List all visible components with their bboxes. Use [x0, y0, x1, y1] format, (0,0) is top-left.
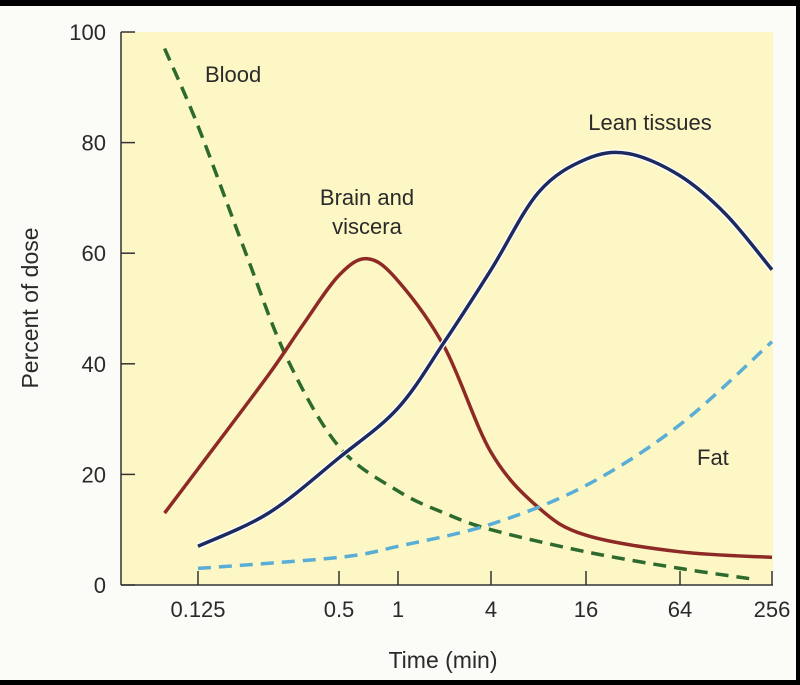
- label-brain-line1: Brain and: [320, 185, 414, 210]
- x-tick-label: 0.125: [170, 597, 225, 622]
- plot-background: [121, 32, 773, 585]
- series-lean-tissues: [197, 150, 774, 548]
- y-tick-label: 80: [82, 131, 106, 156]
- x-tick-label: 256: [754, 597, 791, 622]
- series-brain-and-viscera: [163, 256, 773, 560]
- label-blood: Blood: [205, 62, 261, 87]
- series-blood: [162, 47, 756, 582]
- label-lean-tissues: Lean tissues: [588, 110, 712, 135]
- label-brain-line2: viscera: [332, 214, 402, 239]
- x-tick-label: 64: [668, 597, 692, 622]
- x-tick-label: 0.5: [324, 597, 355, 622]
- y-tick-label: 20: [82, 462, 106, 487]
- x-tick-label: 1: [392, 597, 404, 622]
- x-tick-label: 4: [485, 597, 497, 622]
- y-tick-label: 0: [94, 573, 106, 598]
- y-tick-label: 60: [82, 241, 106, 266]
- x-tick-label: 16: [574, 597, 598, 622]
- label-fat: Fat: [697, 445, 729, 470]
- y-tick-label: 100: [69, 20, 106, 45]
- series-fat: [197, 340, 774, 571]
- y-axis-label: Percent of dose: [17, 227, 43, 388]
- y-tick-label: 40: [82, 352, 106, 377]
- x-axis-label: Time (min): [388, 647, 497, 673]
